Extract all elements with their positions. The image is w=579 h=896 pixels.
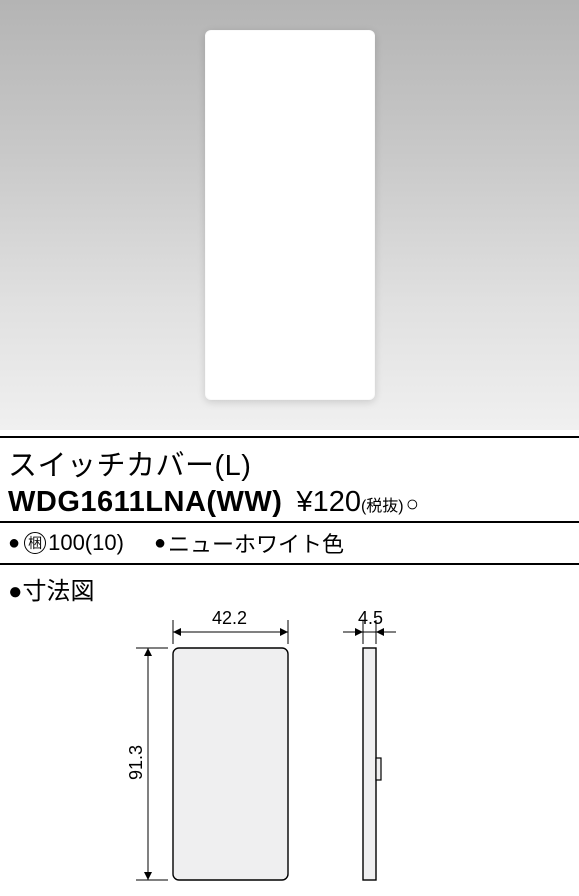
product-name: スイッチカバー(L) [0,438,579,484]
dimension-title: ●寸法図 [8,571,571,606]
dimension-section: ●寸法図 42 [0,565,579,896]
depth-dimension: 4.5 [358,608,383,629]
width-dimension: 42.2 [212,608,247,629]
bullet-dot-icon: ● [8,532,20,555]
tax-note: (税抜) [361,498,404,515]
availability-mark: ○ [406,491,419,516]
model-number: WDG1611LNA(WW) [8,486,282,519]
bullets-row: ●梱100(10) ●ニューホワイト色 [0,523,579,565]
qty-label: 100(10) [48,530,124,556]
switch-cover-photo [205,30,375,400]
packaging-symbol: 梱 [24,532,46,554]
height-dimension: 91.3 [126,745,147,780]
qty-bullet: ●梱100(10) [8,530,124,556]
price: ¥120 [296,486,361,518]
dimension-diagram: 42.2 91.3 4.5 [8,610,568,890]
color-bullet: ●ニューホワイト色 [154,527,344,559]
bullet-dot-icon: ● [154,532,166,555]
product-photo-area [0,0,579,430]
color-label: ニューホワイト色 [168,527,344,559]
price-group: ¥120(税抜)○ [296,486,418,519]
model-price-row: WDG1611LNA(WW) ¥120(税抜)○ [0,484,579,523]
